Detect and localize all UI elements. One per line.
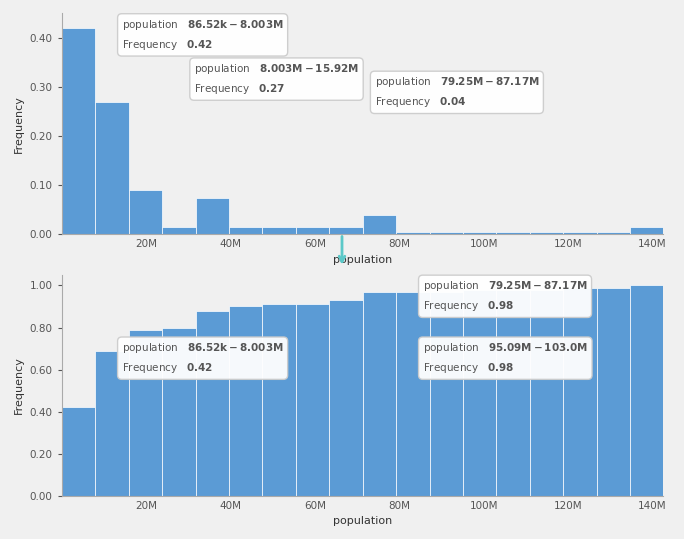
Bar bbox=[329, 227, 363, 234]
Text: population   $\bf{79.25M - 87.17M}$
Frequency   $\bf{0.98}$: population $\bf{79.25M - 87.17M}$ Freque… bbox=[423, 279, 588, 313]
Bar bbox=[630, 286, 663, 496]
Bar bbox=[463, 232, 497, 234]
Bar bbox=[463, 289, 497, 496]
Bar bbox=[529, 289, 563, 496]
Bar bbox=[363, 215, 396, 234]
Bar bbox=[196, 310, 229, 496]
X-axis label: population: population bbox=[333, 255, 392, 265]
Text: population   $\bf{8.003M - 15.92M}$
Frequency   $\bf{0.27}$: population $\bf{8.003M - 15.92M}$ Freque… bbox=[194, 62, 359, 96]
Y-axis label: Frequency: Frequency bbox=[14, 356, 24, 414]
Bar bbox=[95, 102, 129, 234]
Text: population   $\bf{86.52k - 8.003M}$
Frequency   $\bf{0.42}$: population $\bf{86.52k - 8.003M}$ Freque… bbox=[122, 18, 283, 52]
Bar bbox=[296, 227, 329, 234]
Bar bbox=[563, 232, 596, 234]
Bar bbox=[529, 232, 563, 234]
Bar bbox=[497, 289, 529, 496]
Bar bbox=[396, 292, 430, 496]
Bar bbox=[229, 227, 263, 234]
Bar bbox=[329, 300, 363, 496]
X-axis label: population: population bbox=[333, 516, 392, 526]
Bar bbox=[229, 307, 263, 496]
Bar bbox=[62, 407, 95, 496]
Bar bbox=[363, 292, 396, 496]
Bar bbox=[596, 287, 630, 496]
Bar bbox=[396, 232, 430, 234]
Bar bbox=[563, 287, 596, 496]
Bar bbox=[129, 330, 162, 496]
Text: population   $\bf{95.09M - 103.0M}$
Frequency   $\bf{0.98}$: population $\bf{95.09M - 103.0M}$ Freque… bbox=[423, 341, 588, 375]
Bar bbox=[263, 305, 296, 496]
Bar bbox=[263, 227, 296, 234]
Y-axis label: Frequency: Frequency bbox=[14, 95, 24, 153]
Bar bbox=[296, 305, 329, 496]
Bar bbox=[162, 328, 196, 496]
Bar bbox=[497, 232, 529, 234]
Bar bbox=[95, 351, 129, 496]
Bar bbox=[596, 232, 630, 234]
Bar bbox=[62, 28, 95, 234]
Bar bbox=[162, 227, 196, 234]
Bar bbox=[129, 190, 162, 234]
Bar bbox=[196, 198, 229, 234]
Bar bbox=[630, 227, 663, 234]
Text: population   $\bf{79.25M - 87.17M}$
Frequency   $\bf{0.04}$: population $\bf{79.25M - 87.17M}$ Freque… bbox=[375, 75, 539, 109]
Text: population   $\bf{86.52k - 8.003M}$
Frequency   $\bf{0.42}$: population $\bf{86.52k - 8.003M}$ Freque… bbox=[122, 341, 283, 375]
Bar bbox=[430, 292, 463, 496]
Bar bbox=[430, 232, 463, 234]
